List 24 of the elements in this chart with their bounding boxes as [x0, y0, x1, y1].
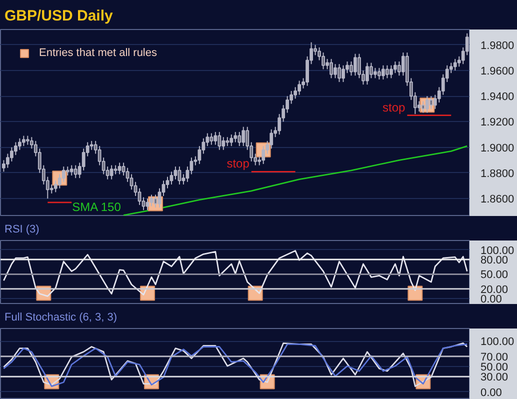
y-tick-label: 0.00 [480, 294, 502, 306]
chart-title: RSI (3) [4, 224, 40, 236]
y-tick-label: 70.00 [480, 351, 508, 364]
y-tick-label: 1.9600 [480, 65, 514, 78]
y-tick-label: 1.8800 [480, 168, 514, 180]
y-tick-label: 50.00 [480, 362, 508, 374]
y-tick-label: 100.00 [480, 244, 514, 257]
y-tick-label: 1.8600 [480, 194, 514, 206]
y-tick-label: 1.9000 [480, 142, 514, 154]
y-tick-label: 20.00 [480, 284, 508, 296]
y-tick-label: 80.00 [480, 254, 508, 267]
series-label: stop [382, 100, 406, 114]
y-tick-label: 50.00 [480, 269, 508, 282]
y-tick-label: 0.00 [480, 386, 502, 399]
chart-title: GBP/USD Daily [4, 8, 114, 24]
y-tick-label: 1.9800 [480, 40, 514, 52]
chart-title: Full Stochastic (6, 3, 3) [4, 312, 117, 324]
y-tick-label: 1.9200 [480, 116, 514, 129]
series-label: SMA 150 [72, 200, 122, 214]
series-label: stop [226, 156, 250, 171]
legend-label: Entries that met all rules [39, 47, 157, 59]
y-tick-label: 30.00 [480, 372, 508, 384]
y-tick-label: 100.00 [480, 336, 514, 348]
y-tick-label: 1.9400 [480, 91, 514, 104]
